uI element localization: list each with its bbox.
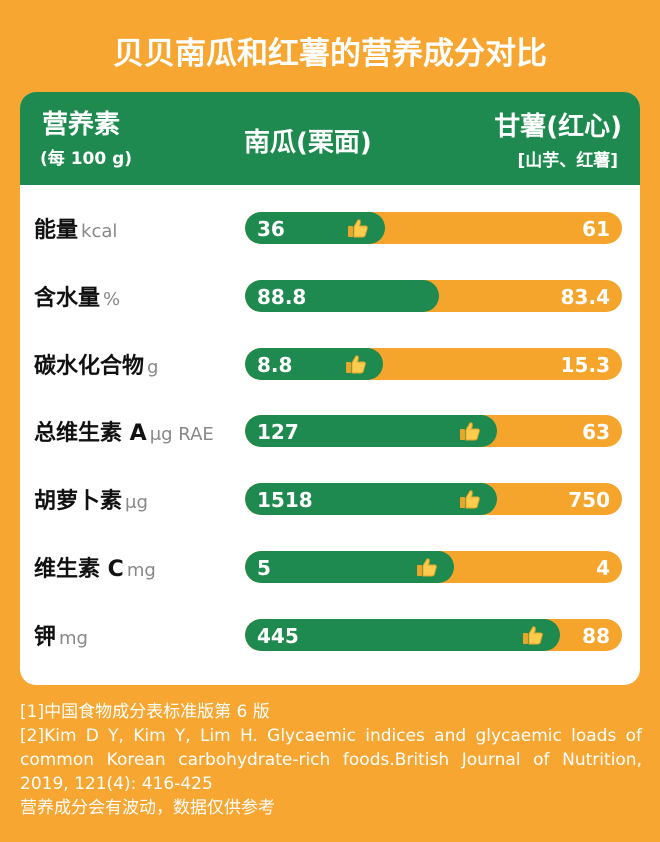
unit: μg RAE xyxy=(149,424,214,446)
header-sub: (每 100 g) xyxy=(40,149,133,169)
card: 营养素 (每 100 g) 南瓜(栗面) 甘薯(红心) [山芋、红薯] 能量 kc… xyxy=(20,92,640,685)
row: 含水量% 88.8 83.4 xyxy=(20,276,640,316)
name: 总维生素 A xyxy=(34,421,147,447)
name: 含水量 xyxy=(34,285,101,311)
sweet-potato-value: 15.3 xyxy=(560,352,610,377)
thumbs-up xyxy=(417,558,438,577)
pumpkin-bar xyxy=(245,483,498,516)
header-sweet-potato: 甘薯(红心) xyxy=(494,112,622,142)
pumpkin-value: 1518 xyxy=(257,488,313,513)
thumbs-up xyxy=(347,219,368,238)
unit: % xyxy=(103,288,121,310)
sweet-potato-value: 83.4 xyxy=(560,284,610,309)
pumpkin-value: 445 xyxy=(257,623,299,648)
header-nutrient: 营养素 xyxy=(42,110,121,140)
footnote: [1]中国食物成分表标准版第 6 版 xyxy=(20,702,270,722)
bar: 88.8 83.4 xyxy=(245,279,622,312)
thumbs-up xyxy=(460,490,481,509)
nutrient-name: 碳水化合物 g xyxy=(34,348,158,380)
pumpkin-value: 88.8 xyxy=(257,284,307,309)
nutrient-name: 钾 mg xyxy=(34,619,88,651)
thumbs-up xyxy=(522,626,543,645)
sweet-potato-value: 61 xyxy=(582,217,610,241)
bar: 36 61 xyxy=(245,212,622,244)
bar: 445 88 xyxy=(245,618,622,651)
footnote: [2]Kim D Y, Kim Y, Lim H. Glycaemic indi… xyxy=(20,726,642,794)
row: 钾 mg 445 88 xyxy=(20,615,640,655)
unit: mg xyxy=(59,627,88,649)
unit: g xyxy=(147,356,159,378)
thumbs-up xyxy=(345,354,366,374)
header-pumpkin: 南瓜(栗面) xyxy=(244,128,372,158)
title: 贝贝南瓜和红薯的营养成分对比 xyxy=(113,36,547,72)
sweet-potato-value: 750 xyxy=(568,488,610,513)
pumpkin-value: 8.8 xyxy=(257,352,293,377)
nutrient-name: 胡萝卜素 μg xyxy=(34,483,148,515)
row: 能量 kcal 36 61 xyxy=(20,208,640,248)
nutrient-name: 能量 kcal xyxy=(34,212,117,244)
thumbs-up xyxy=(459,422,480,441)
name: 钾 xyxy=(34,624,57,650)
header-sweet-sub: [山芋、红薯] xyxy=(517,151,618,171)
name: 能量 xyxy=(34,218,79,243)
nutrient-name: 含水量% xyxy=(34,280,120,312)
table-header: 营养素 (每 100 g) 南瓜(栗面) 甘薯(红心) [山芋、红薯] xyxy=(20,92,640,185)
name: 碳水化合物 xyxy=(34,353,145,379)
unit: mg xyxy=(126,560,156,581)
pumpkin-bar xyxy=(245,618,560,651)
sweet-potato-value: 63 xyxy=(582,420,610,445)
bar: 127 63 xyxy=(245,415,622,448)
bar: 8.8 15.3 xyxy=(245,347,622,380)
bar: 1518 750 xyxy=(245,483,622,516)
footnote: 营养成分会有波动，数据仅供参考 xyxy=(20,798,275,818)
row: 碳水化合物 g 8.8 15.3 xyxy=(20,344,640,384)
pumpkin-bar xyxy=(245,415,497,448)
unit: μg xyxy=(125,492,148,514)
name: 维生素 C xyxy=(34,557,124,582)
pumpkin-value: 5 xyxy=(257,556,271,580)
pumpkin-value: 36 xyxy=(257,217,285,241)
unit: kcal xyxy=(81,221,118,242)
row: 胡萝卜素 μg 1518 750 xyxy=(20,479,640,519)
sweet-potato-value: 88 xyxy=(582,623,610,648)
pumpkin-value: 127 xyxy=(257,420,299,445)
pumpkin-bar xyxy=(245,279,440,312)
sweet-potato-value: 4 xyxy=(596,556,610,580)
footer: [1]中国食物成分表标准版第 6 版 [2]Kim D Y, Kim Y, Lim… xyxy=(20,700,642,820)
name: 胡萝卜素 xyxy=(34,489,123,515)
